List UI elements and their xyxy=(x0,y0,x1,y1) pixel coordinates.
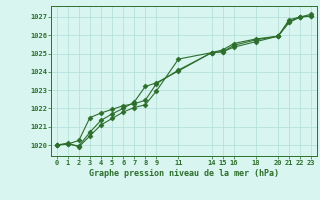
X-axis label: Graphe pression niveau de la mer (hPa): Graphe pression niveau de la mer (hPa) xyxy=(89,169,279,178)
